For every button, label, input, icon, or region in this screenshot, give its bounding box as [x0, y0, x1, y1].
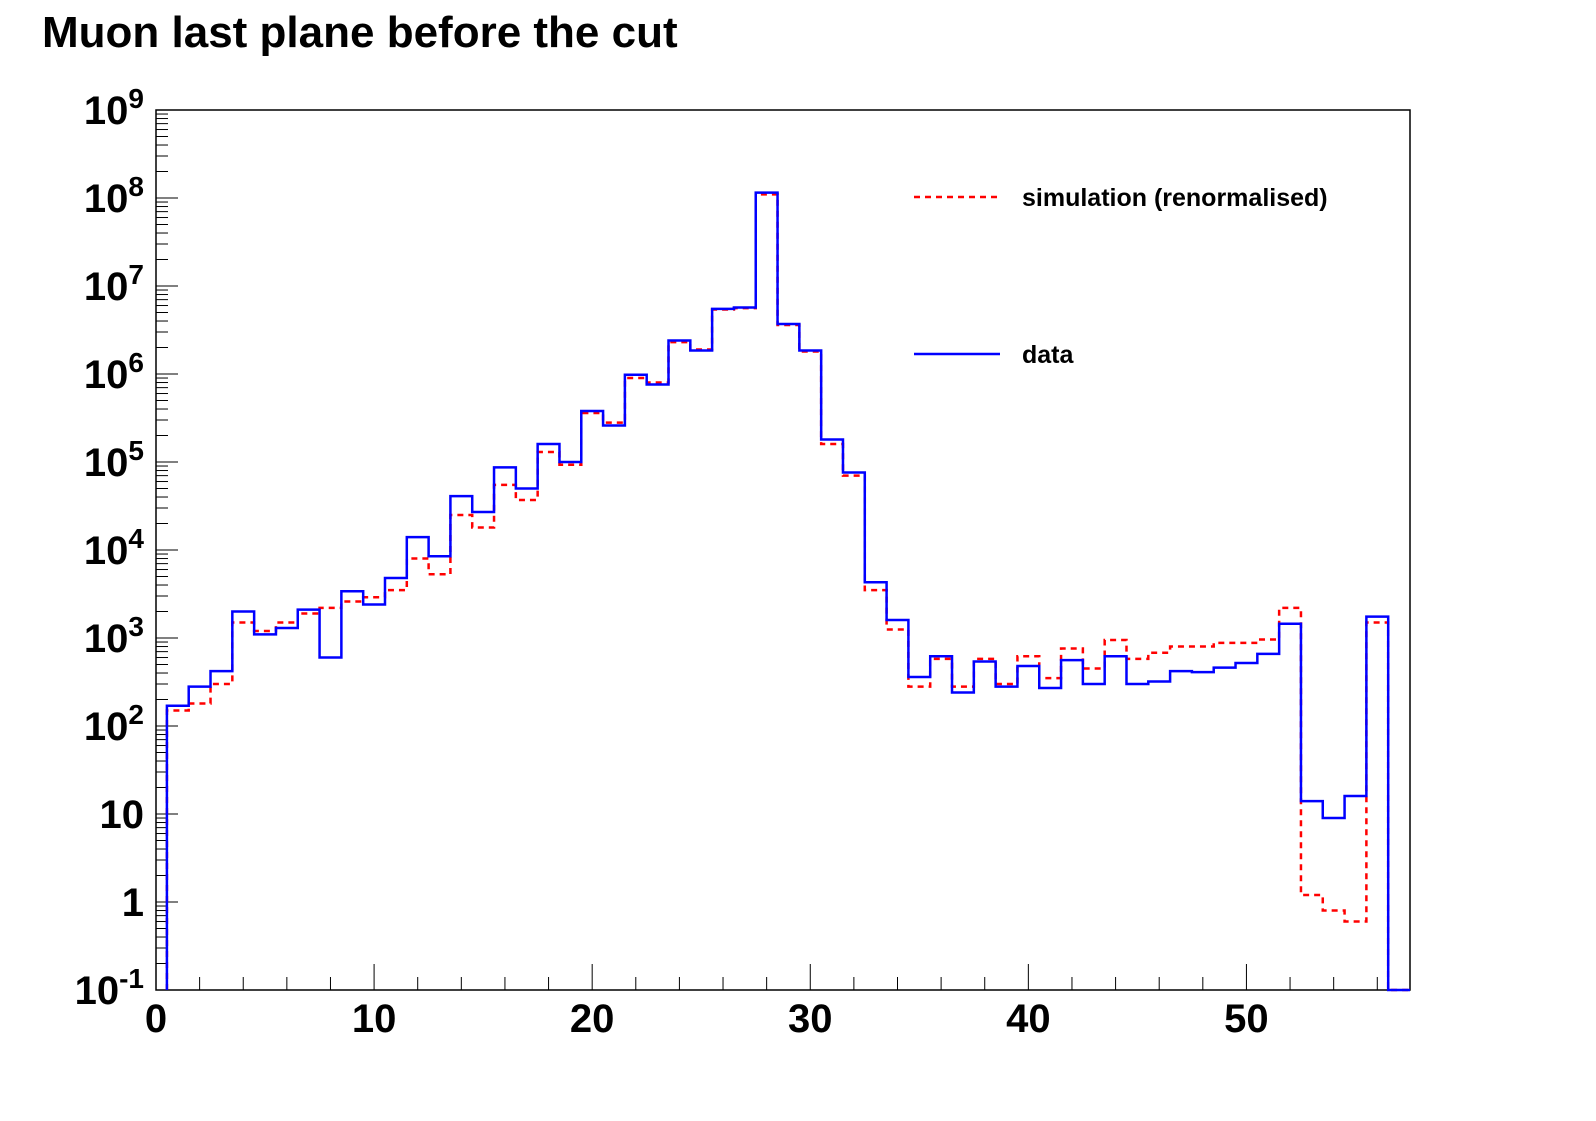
y-tick-label: 109 — [84, 83, 144, 133]
y-tick-label: 103 — [84, 611, 144, 661]
chart-title: Muon last plane before the cut — [42, 8, 678, 57]
x-tick-label: 30 — [788, 997, 833, 1041]
y-tick-label: 10 — [100, 793, 145, 837]
y-tick-label: 106 — [84, 347, 144, 397]
legend: simulation (renormalised) data — [914, 184, 1328, 369]
legend-label: data — [1022, 341, 1075, 369]
x-tick-label: 10 — [352, 997, 397, 1041]
x-tick-label: 40 — [1006, 997, 1051, 1041]
legend-label: simulation (renormalised) — [1022, 184, 1328, 212]
y-tick-label: 102 — [84, 699, 144, 749]
plot-frame — [155, 109, 1411, 991]
y-axis: 10-1 1 10 102 103 104 105 106 107 108 109 — [75, 83, 178, 1013]
y-tick-label: 1 — [122, 881, 144, 925]
y-tick-label: 108 — [84, 171, 144, 221]
y-tick-label: 105 — [84, 435, 144, 485]
y-tick-label: 10-1 — [75, 963, 144, 1013]
y-tick-label: 104 — [84, 523, 145, 573]
x-axis: 0 10 20 30 40 50 — [145, 964, 1378, 1041]
series-layer — [165, 191, 1410, 992]
x-tick-label: 20 — [570, 997, 615, 1041]
x-tick-label: 50 — [1224, 997, 1269, 1041]
series-data-line — [165, 191, 1410, 992]
y-tick-label: 107 — [84, 259, 144, 309]
x-tick-label: 0 — [145, 997, 167, 1041]
